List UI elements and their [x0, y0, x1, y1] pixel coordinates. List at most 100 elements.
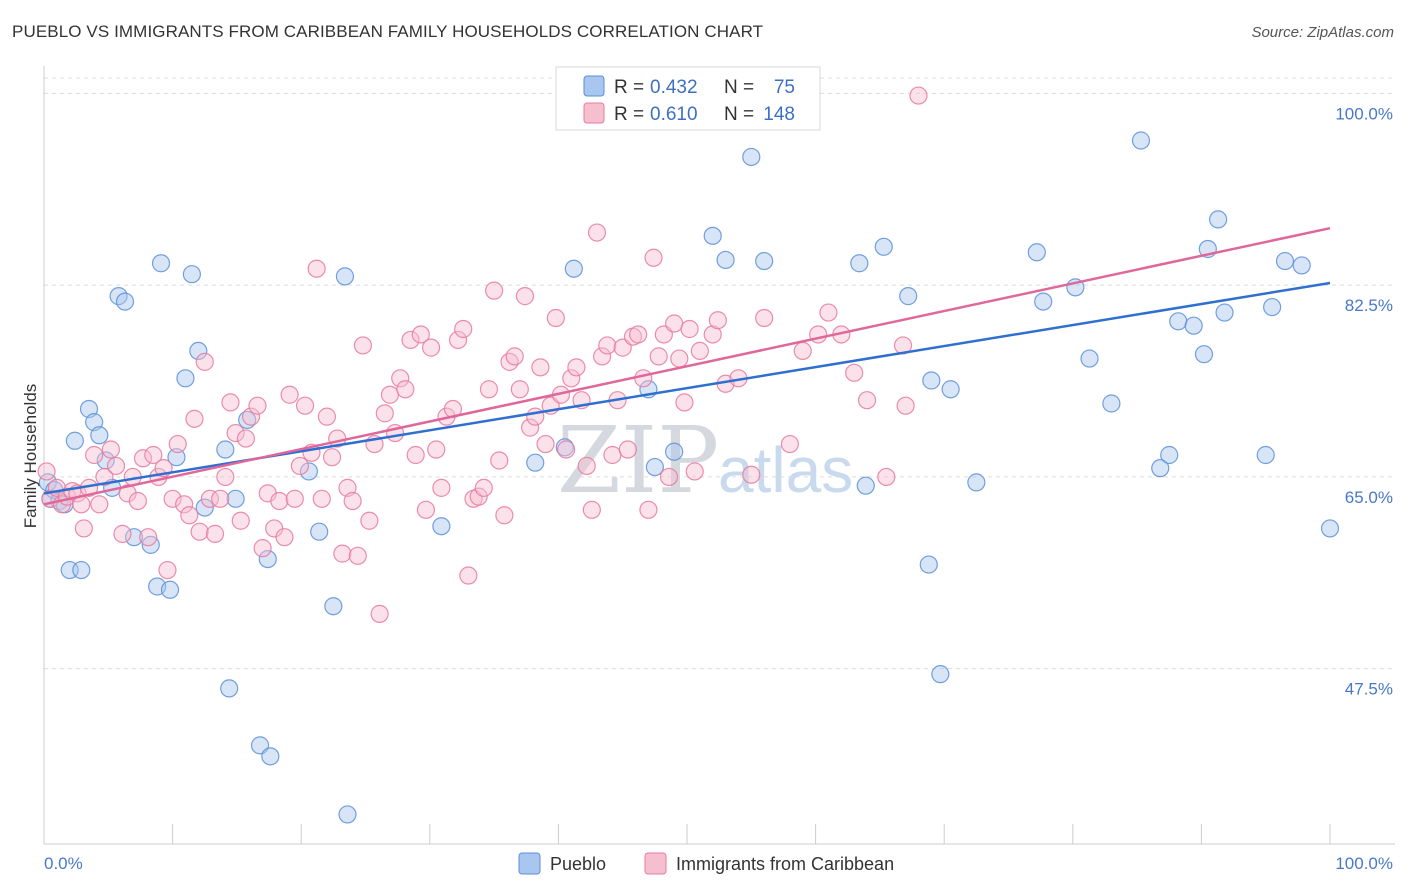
- caribbean-point-85: [479, 380, 499, 399]
- caribbean-point-49: [290, 456, 310, 476]
- caribbean-point-133: [780, 434, 799, 454]
- pueblo-point-40: [564, 259, 583, 278]
- pueblo-point-7: [72, 560, 91, 580]
- caribbean-point-14: [106, 456, 126, 476]
- caribbean-point-11: [90, 495, 109, 514]
- caribbean-point-26: [168, 434, 187, 454]
- pueblo-point-46: [703, 226, 722, 245]
- legend-r-label-pueblo: R =: [614, 77, 644, 98]
- caribbean-point-28: [180, 506, 199, 525]
- caribbean-point-64: [370, 604, 389, 623]
- caribbean-point-24: [158, 560, 177, 580]
- caribbean-point-125: [685, 462, 704, 481]
- caribbean-point-12: [95, 467, 114, 487]
- pueblo-point-10: [90, 426, 109, 445]
- x-tick-label-end: 100.0%: [1335, 854, 1393, 873]
- caribbean-point-19: [133, 449, 153, 468]
- caribbean-point-59: [343, 491, 362, 511]
- caribbean-point-131: [742, 465, 761, 484]
- caribbean-point-68: [391, 369, 410, 388]
- trend-lines: [43, 226, 1331, 506]
- caribbean-point-121: [665, 314, 684, 333]
- caribbean-point-108: [598, 336, 617, 355]
- caribbean-point-39: [236, 429, 256, 448]
- caribbean-point-33: [205, 524, 225, 543]
- caribbean-point-139: [857, 391, 877, 410]
- pueblo-point-49: [755, 251, 774, 271]
- caribbean-point-72: [411, 325, 430, 344]
- pueblo-point-38: [526, 453, 545, 472]
- bottom-legend-swatch-pueblo: [518, 852, 541, 875]
- caribbean-point-143: [909, 86, 928, 105]
- pueblo-point-64: [1131, 131, 1151, 150]
- caribbean-point-76: [432, 478, 451, 497]
- pueblo-point-63: [1102, 394, 1121, 413]
- bottom-legend-swatch-caribbean: [644, 852, 667, 875]
- caribbean-point-57: [333, 544, 352, 563]
- legend-n-value-pueblo: 75: [774, 77, 795, 98]
- x-tick-label-start: 0.0%: [44, 854, 83, 873]
- caribbean-point-38: [231, 511, 250, 530]
- pueblo-point-25: [216, 440, 235, 459]
- caribbean-point-120: [659, 467, 679, 487]
- caribbean-point-60: [348, 546, 367, 565]
- caribbean-point-62: [360, 511, 379, 530]
- caribbean-point-45: [270, 491, 289, 511]
- caribbean-point-115: [634, 369, 653, 388]
- pueblo-point-57: [941, 380, 960, 399]
- chart-source: Source: ZipAtlas.com: [1251, 24, 1394, 41]
- caribbean-point-48: [285, 489, 304, 508]
- pueblo-point-27: [226, 489, 245, 508]
- caribbean-point-134: [793, 341, 812, 361]
- caribbean-point-75: [427, 440, 446, 459]
- pueblo-point-68: [1184, 316, 1203, 335]
- caribbean-point-73: [416, 500, 436, 519]
- pueblo-point-59: [1027, 243, 1046, 262]
- pueblo-point-22: [182, 265, 201, 284]
- caribbean-point-29: [185, 409, 204, 428]
- caribbean-point-40: [241, 407, 261, 426]
- caribbean-point-50: [295, 396, 315, 415]
- caribbean-point-91: [510, 380, 529, 399]
- legend-swatch-pueblo: [583, 75, 605, 97]
- caribbean-point-126: [690, 341, 709, 361]
- legend-n-label-caribbean: N =: [724, 104, 754, 125]
- pueblo-point-30: [258, 549, 277, 569]
- pueblo-point-6: [65, 431, 84, 450]
- pueblo-point-77: [1320, 519, 1340, 538]
- caribbean-point-102: [567, 358, 586, 377]
- caribbean-point-81: [459, 566, 478, 585]
- caribbean-point-0: [37, 462, 56, 481]
- caribbean-point-117: [644, 248, 663, 267]
- caribbean-point-61: [353, 336, 373, 355]
- caribbean-point-132: [755, 308, 774, 328]
- axis-layer: [43, 66, 1395, 845]
- caribbean-point-18: [128, 491, 147, 511]
- caribbean-point-47: [280, 385, 299, 404]
- caribbean-point-142: [896, 396, 915, 415]
- pueblo-point-21: [176, 369, 195, 388]
- caribbean-point-55: [322, 448, 342, 467]
- pueblo-point-31: [261, 747, 280, 766]
- y-tick-label-3: 100.0%: [1335, 104, 1393, 123]
- caribbean-point-54: [317, 407, 337, 426]
- caribbean-point-27: [175, 495, 194, 514]
- caribbean-point-101: [562, 369, 581, 388]
- caribbean-point-93: [521, 418, 540, 437]
- pueblo-point-52: [874, 237, 893, 256]
- watermark-zip: ZIP: [557, 407, 719, 514]
- caribbean-point-8: [74, 519, 93, 538]
- watermark: ZIP atlas: [557, 407, 853, 514]
- caribbean-points: [37, 86, 928, 623]
- legend-r-value-pueblo: 0.432: [650, 77, 698, 98]
- pueblo-point-50: [850, 254, 869, 273]
- pueblo-point-74: [1263, 297, 1282, 317]
- caribbean-point-71: [406, 445, 425, 465]
- pueblo-point-75: [1275, 251, 1295, 271]
- caribbean-point-88: [495, 506, 514, 525]
- caribbean-point-34: [211, 489, 230, 508]
- caribbean-point-107: [593, 347, 612, 366]
- legend-bottom: Pueblo Immigrants from Caribbean: [518, 852, 894, 875]
- pueblo-point-23: [189, 341, 208, 361]
- caribbean-point-41: [248, 396, 267, 415]
